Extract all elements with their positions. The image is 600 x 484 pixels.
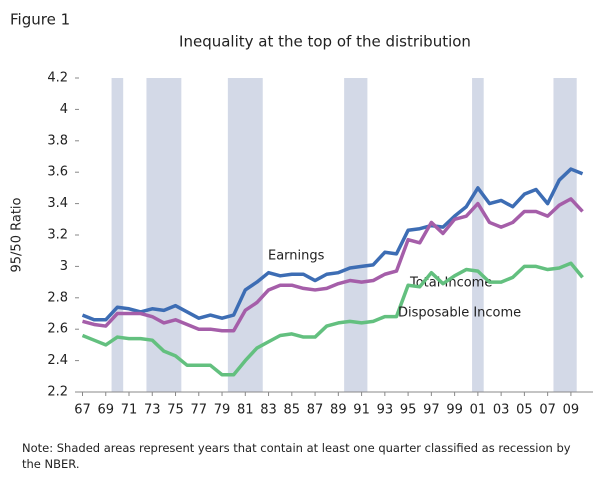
series-label: Earnings xyxy=(268,249,325,264)
x-tick-label: 97 xyxy=(423,403,440,418)
x-tick-label: 93 xyxy=(377,403,394,418)
x-tick-label: 71 xyxy=(121,403,138,418)
y-tick-label: 3.6 xyxy=(47,165,68,180)
y-tick-label: 4 xyxy=(60,102,68,117)
x-tick-label: 85 xyxy=(284,403,301,418)
series-label: Total Income xyxy=(409,276,492,291)
x-tick-label: 07 xyxy=(539,403,556,418)
x-tick-label: 99 xyxy=(446,403,463,418)
x-tick-label: 87 xyxy=(307,403,324,418)
y-tick-label: 3.2 xyxy=(47,228,68,243)
x-tick-label: 95 xyxy=(400,403,417,418)
y-tick-label: 3 xyxy=(60,259,68,274)
y-tick-label: 4.2 xyxy=(47,71,68,86)
series-line xyxy=(81,261,584,377)
y-tick-label: 3.4 xyxy=(47,196,68,211)
x-tick-label: 75 xyxy=(167,403,184,418)
y-tick-label: 2.8 xyxy=(47,290,68,305)
chart: Figure 1 Inequality at the top of the di… xyxy=(10,11,593,418)
series-line xyxy=(81,167,584,322)
chart-title: Inequality at the top of the distributio… xyxy=(179,33,471,51)
x-tick-label: 73 xyxy=(144,403,161,418)
x-tick-label: 09 xyxy=(563,403,580,418)
series-label: Disposable Income xyxy=(398,306,521,321)
y-tick-label: 2.6 xyxy=(47,322,68,337)
x-tick-label: 05 xyxy=(516,403,533,418)
y-axis-label: 95/50 Ratio xyxy=(10,197,25,272)
x-tick-label: 81 xyxy=(237,403,254,418)
x-tick-label: 69 xyxy=(97,403,114,418)
x-tick-label: 79 xyxy=(214,403,231,418)
series-line xyxy=(82,197,584,333)
recession-band xyxy=(344,78,368,392)
x-tick-label: 77 xyxy=(191,403,208,418)
note: Note: Shaded areas represent years that … xyxy=(22,441,571,471)
x-tick-label: 01 xyxy=(470,403,487,418)
recession-band xyxy=(553,78,577,392)
x-tick-label: 83 xyxy=(260,403,277,418)
x-tick-label: 89 xyxy=(330,403,347,418)
x-tick-label: 03 xyxy=(493,403,510,418)
figure-label: Figure 1 xyxy=(10,11,70,29)
recession-band xyxy=(472,78,484,392)
y-tick-label: 3.8 xyxy=(47,133,68,148)
recession-band xyxy=(111,78,124,392)
recession-band xyxy=(227,78,263,392)
y-tick-label: 2.2 xyxy=(47,385,68,400)
x-tick-label: 67 xyxy=(74,403,91,418)
y-tick-label: 2.4 xyxy=(47,353,68,368)
recession-band xyxy=(146,78,182,392)
x-tick-label: 91 xyxy=(353,403,370,418)
